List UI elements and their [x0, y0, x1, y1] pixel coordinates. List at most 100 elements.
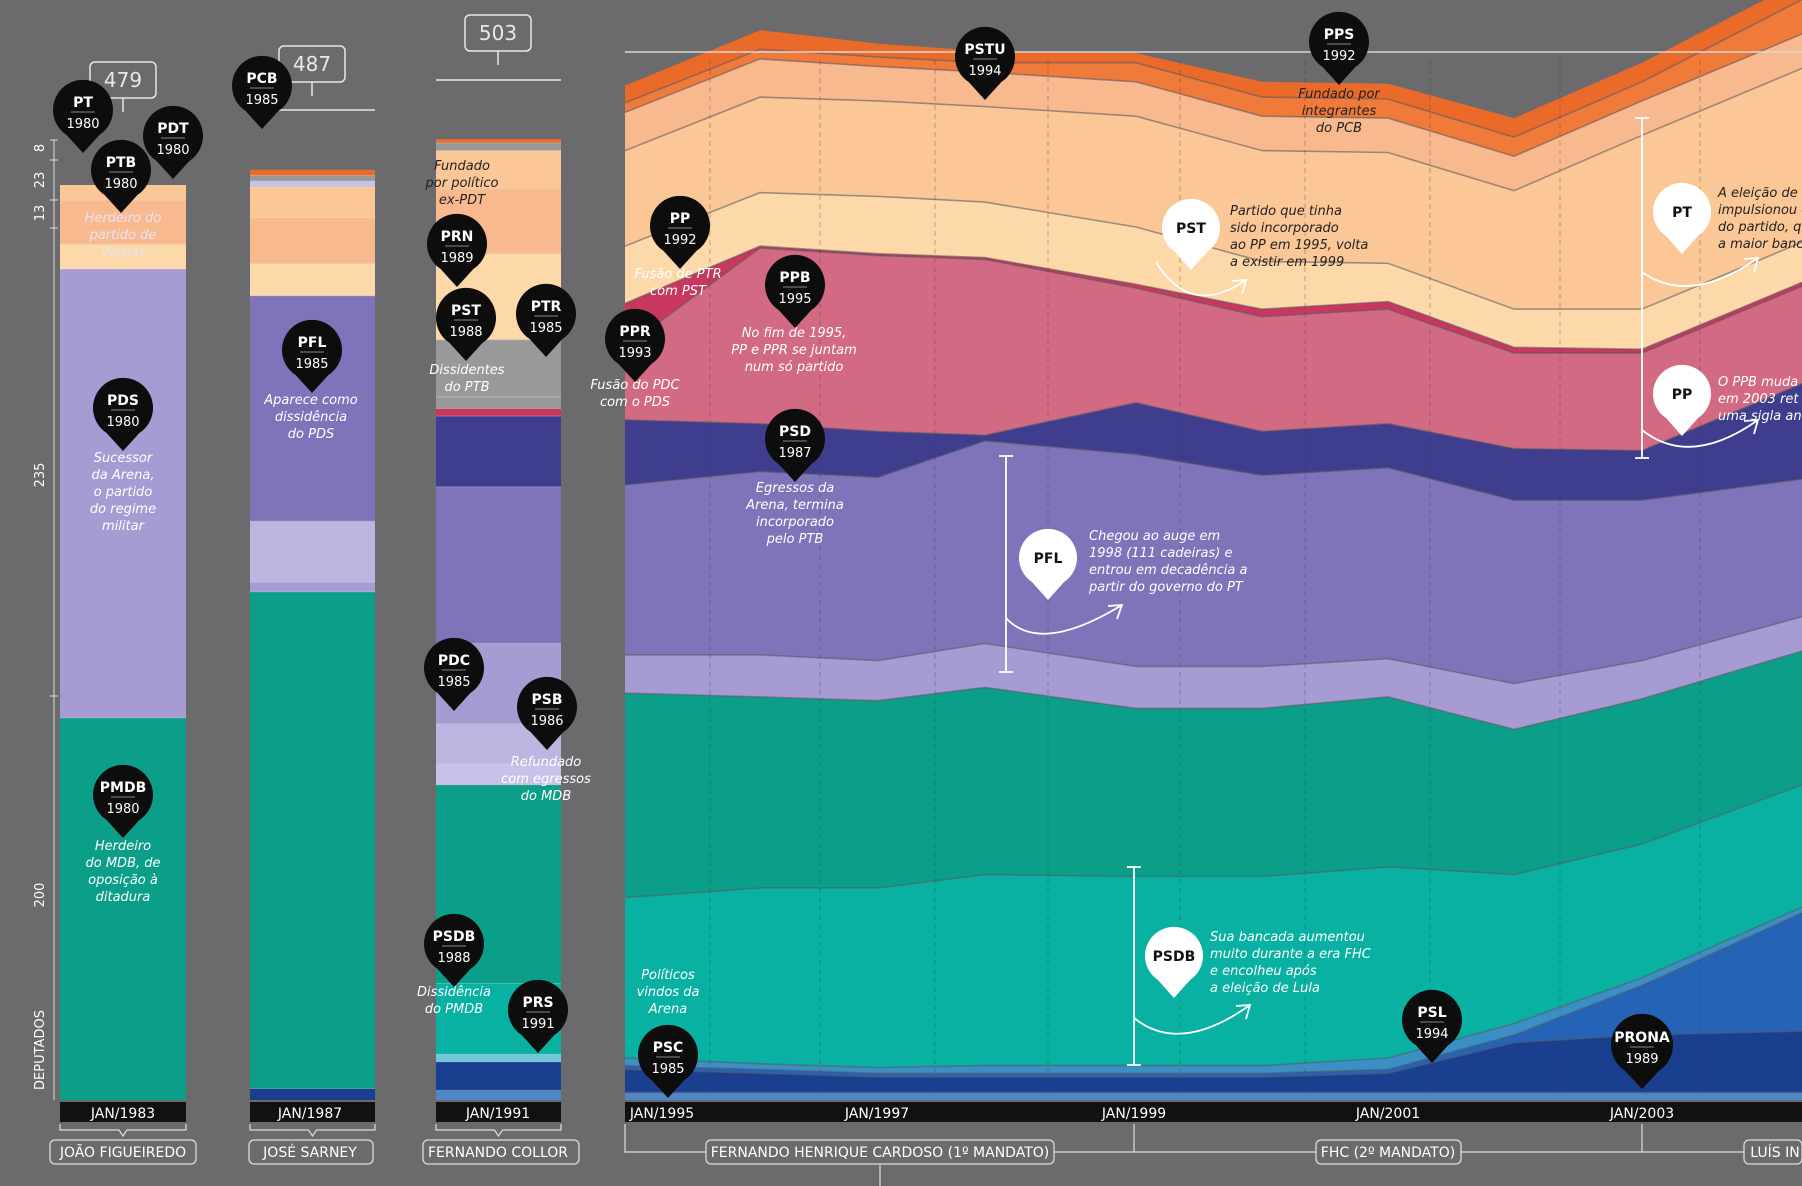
pin-name: PRS	[522, 995, 553, 1011]
annotation-line: Vargas	[101, 245, 146, 260]
pin-year: 1985	[245, 93, 278, 108]
annotation-2: Herdeiro do MDB, de oposição à ditadura	[86, 839, 161, 905]
bar-segment-jan-1991-psb	[436, 763, 561, 785]
white-pin-name: PT	[1672, 205, 1692, 221]
white-pin-pt	[1653, 182, 1711, 254]
pin-ptb	[91, 139, 152, 213]
pin-ptr	[516, 283, 577, 357]
y-axis-label: DEPUTADOS	[33, 1010, 48, 1090]
area-psd	[625, 383, 1802, 501]
pin-pp	[650, 195, 711, 269]
annotation-line: A eleição de L	[1717, 186, 1802, 201]
president-label-luis-in: LUÍS IN	[1750, 1144, 1799, 1161]
annotation-line: pelo PTB	[766, 532, 824, 547]
bar-segment-jan-1991-pcb	[436, 142, 561, 151]
bar-segment-jan-1991-psc	[436, 1061, 561, 1091]
bar-segment-jan-1987-pt	[250, 186, 375, 218]
annotation-line: e encolheu após	[1210, 964, 1317, 979]
annotation-line: O PPB muda	[1718, 375, 1798, 390]
president-box	[422, 1139, 580, 1165]
bar-segment-jan-1987-psb	[250, 181, 375, 187]
pin-name: PSL	[1417, 1005, 1446, 1021]
area-pdt	[625, 34, 1802, 191]
pin-year: 1980	[156, 143, 189, 158]
annotation-line: Fundado por	[1298, 87, 1381, 102]
president-label-jose-sarney: JOSÉ SARNEY	[262, 1144, 357, 1161]
annotation-arrow	[1005, 604, 1123, 635]
area-boundary	[624, 245, 1802, 351]
total-value: 479	[104, 68, 142, 92]
y-tick-200: 200	[33, 883, 48, 908]
annotation-line: a eleição de Lula	[1210, 981, 1320, 996]
area-boundary	[624, 247, 1802, 354]
annotation-8: Fusão de PTR com PST	[634, 267, 721, 299]
annotation-line: do PMDB	[425, 1002, 483, 1017]
area-pp	[625, 248, 1802, 451]
bar-segment-jan-1987-pds	[250, 582, 375, 592]
bar-segment-jan-1991-psd	[436, 416, 561, 487]
annotation-0: Herdeiro do partido de Vargas	[85, 211, 162, 260]
annotation-arrow-head	[1235, 1004, 1252, 1020]
area-boundary	[624, 784, 1802, 899]
y-tick-235: 235	[33, 463, 48, 488]
pin-name: PSB	[531, 692, 562, 708]
pin-year: 1989	[1625, 1052, 1658, 1067]
pin-ppb	[765, 254, 826, 328]
area-pmdb	[625, 651, 1802, 898]
area-boundary	[624, 440, 1802, 501]
pin-name: PSC	[653, 1040, 684, 1056]
axis-band	[625, 1102, 1802, 1122]
bar-segment-jan-1987-pmdb	[250, 591, 375, 1089]
bar-segment-jan-1987-pstu	[250, 169, 375, 176]
annotation-line: Fusão do PDC	[590, 378, 680, 393]
pin-psb	[517, 676, 578, 750]
annotation-line: Herdeiro	[95, 839, 151, 854]
pin-year: 1987	[778, 446, 811, 461]
annotation-13: Partido que tinha sido incorporado ao PP e…	[1230, 204, 1368, 270]
pin-name: PT	[73, 95, 93, 111]
annotation-arrow-head	[1107, 604, 1124, 620]
pin-name: PTR	[531, 299, 562, 315]
pin-pmdb	[93, 764, 154, 838]
pin-pdc	[424, 637, 485, 711]
president-label-fernando-henrique-cardoso-1-mandato: FERNANDO HENRIQUE CARDOSO (1º MANDATO)	[711, 1145, 1050, 1161]
pin-prs	[508, 979, 568, 1053]
bar-segment-jan-1983-pds	[60, 269, 186, 718]
annotation-line: a existir em 1999	[1230, 255, 1344, 270]
president-box	[705, 1139, 1055, 1165]
pin-pps	[1309, 11, 1370, 85]
annotation-arrow-head	[1743, 419, 1760, 435]
annotation-line: em 2003 ret	[1718, 392, 1799, 407]
annotation-line: com PST	[650, 284, 707, 299]
area-psdb	[625, 784, 1802, 1068]
annotation-arrow	[1133, 1004, 1251, 1035]
annotation-4: Fundado por político ex-PDT	[425, 159, 499, 208]
annotation-line: num só partido	[745, 360, 844, 375]
pin-name: PP	[670, 211, 691, 227]
annotation-arrow	[1641, 419, 1759, 448]
historic-bars	[60, 139, 561, 1100]
annotation-line: do PDS	[288, 427, 334, 442]
pin-psdb	[424, 913, 485, 987]
pin-name: PST	[451, 303, 481, 319]
annotation-line: Refundado	[511, 755, 582, 770]
annotation-line: Dissidência	[417, 985, 491, 1000]
bar-segment-jan-1987-psc	[250, 1088, 375, 1100]
pin-name: PFL	[298, 335, 327, 351]
y-tick-13: 13	[33, 205, 48, 222]
pin-year: 1992	[663, 233, 696, 248]
annotation-line: impulsionou o	[1718, 203, 1802, 218]
annotation-line: oposição à	[88, 873, 158, 888]
pin-pcb	[232, 55, 293, 129]
white-pin-pfl	[1019, 528, 1077, 600]
annotation-line: ditadura	[96, 890, 151, 905]
annotation-16: Políticos vindos da Arena	[637, 968, 700, 1017]
pin-year: 1986	[530, 714, 563, 729]
pin-name: PCB	[246, 71, 277, 87]
pin-psl	[1402, 989, 1463, 1063]
pin-name: PPS	[1324, 27, 1355, 43]
president-box	[49, 1139, 197, 1165]
date-label-jan-1999: JAN/1999	[1101, 1106, 1166, 1122]
pin-year: 1989	[440, 251, 473, 266]
pin-psd	[765, 408, 826, 482]
